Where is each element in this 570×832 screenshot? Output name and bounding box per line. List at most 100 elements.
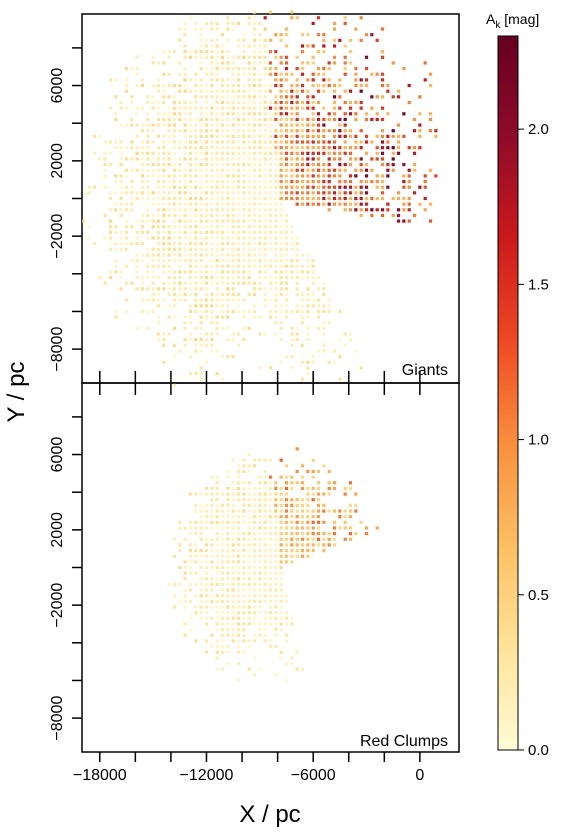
heatmap-cell — [279, 360, 283, 364]
heatmap-cell — [199, 151, 203, 155]
heatmap-cell — [114, 225, 118, 229]
heatmap-cell — [231, 140, 235, 144]
heatmap-cell — [364, 112, 369, 116]
heatmap-cell — [178, 599, 182, 603]
heatmap-cell — [268, 599, 273, 603]
heatmap-cell — [236, 605, 241, 609]
heatmap-cell — [220, 140, 225, 144]
heatmap-cell — [274, 628, 278, 632]
heatmap-cell — [279, 106, 283, 110]
heatmap-cell — [391, 213, 395, 218]
heatmap-cell — [183, 622, 187, 626]
heatmap-cell — [220, 259, 225, 263]
heatmap-cell — [162, 117, 166, 122]
heatmap-cell — [199, 112, 203, 116]
heatmap-cell — [279, 117, 283, 122]
heatmap-cell — [87, 225, 91, 229]
heatmap-cell — [215, 515, 219, 519]
heatmap-cell — [162, 287, 166, 291]
heatmap-cell — [204, 264, 209, 268]
heatmap-cell — [295, 498, 299, 502]
heatmap-cell — [119, 123, 123, 127]
heatmap-cell — [300, 72, 305, 76]
heatmap-cell — [252, 520, 257, 524]
heatmap-cell — [162, 213, 166, 218]
heatmap-cell — [247, 582, 251, 587]
heatmap-cell — [151, 123, 155, 127]
heatmap-cell — [231, 492, 235, 496]
heatmap-cell — [103, 185, 107, 189]
heatmap-cell — [295, 83, 299, 88]
heatmap-cell — [316, 100, 321, 105]
heatmap-cell — [226, 112, 230, 116]
heatmap-cell — [263, 475, 267, 479]
heatmap-cell — [220, 247, 225, 251]
heatmap-cell — [322, 202, 326, 206]
heatmap-cell — [247, 179, 251, 184]
heatmap-cell — [279, 486, 283, 491]
heatmap-cell — [119, 146, 123, 150]
panel-red-clumps: Red Clumps — [81, 382, 460, 753]
heatmap-cell — [108, 236, 113, 240]
heatmap-cell — [178, 298, 182, 302]
heatmap-cell — [231, 174, 235, 178]
heatmap-cell — [247, 21, 251, 26]
heatmap-cell — [162, 100, 166, 105]
heatmap-cell — [226, 219, 230, 223]
heatmap-cell — [151, 55, 155, 59]
heatmap-cell — [258, 458, 262, 462]
heatmap-cell — [226, 616, 230, 620]
heatmap-cell — [167, 106, 171, 110]
heatmap-cell — [423, 174, 427, 178]
heatmap-cell — [204, 208, 209, 212]
heatmap-cell — [220, 520, 225, 524]
heatmap-cell — [311, 163, 315, 167]
heatmap-cell — [258, 112, 262, 116]
heatmap-cell — [156, 146, 161, 150]
heatmap-cell — [274, 219, 278, 223]
heatmap-cell — [215, 117, 219, 122]
heatmap-cell — [274, 242, 278, 246]
heatmap-cell — [226, 309, 230, 314]
heatmap-cell — [226, 650, 230, 654]
heatmap-cell — [210, 213, 214, 218]
heatmap-cell — [380, 146, 385, 150]
heatmap-cell — [274, 605, 278, 609]
heatmap-cell — [316, 326, 321, 331]
heatmap-cell — [258, 50, 262, 54]
heatmap-cell — [188, 55, 193, 59]
heatmap-cell — [210, 633, 214, 637]
heatmap-cell — [343, 61, 347, 65]
heatmap-cell — [311, 129, 315, 133]
heatmap-cell — [370, 179, 374, 184]
heatmap-cell — [242, 469, 246, 474]
heatmap-cell — [252, 532, 257, 536]
heatmap-cell — [188, 106, 193, 110]
heatmap-cell — [279, 304, 283, 308]
heatmap-cell — [210, 281, 214, 285]
heatmap-cell — [375, 38, 379, 42]
heatmap-cell — [311, 281, 315, 285]
heatmap-cell — [183, 526, 187, 530]
heatmap-cell — [306, 89, 310, 93]
heatmap-cell — [252, 281, 257, 285]
heatmap-cell — [194, 230, 198, 234]
heatmap-cell — [220, 230, 225, 234]
heatmap-cell — [215, 72, 219, 76]
heatmap-cell — [263, 560, 267, 564]
heatmap-cell — [242, 236, 246, 240]
heatmap-cell — [236, 225, 241, 229]
heatmap-cell — [231, 230, 235, 234]
heatmap-cell — [428, 117, 433, 122]
heatmap-cell — [258, 38, 262, 42]
heatmap-cell — [316, 492, 321, 496]
heatmap-cell — [284, 532, 289, 536]
heatmap-cell — [279, 270, 283, 274]
heatmap-cell — [146, 112, 150, 116]
heatmap-cell — [274, 129, 278, 133]
heatmap-cell — [199, 134, 203, 138]
heatmap-cell — [226, 16, 230, 20]
heatmap-cell — [172, 275, 177, 280]
heatmap-cell — [220, 292, 225, 297]
heatmap-cell — [258, 146, 262, 150]
